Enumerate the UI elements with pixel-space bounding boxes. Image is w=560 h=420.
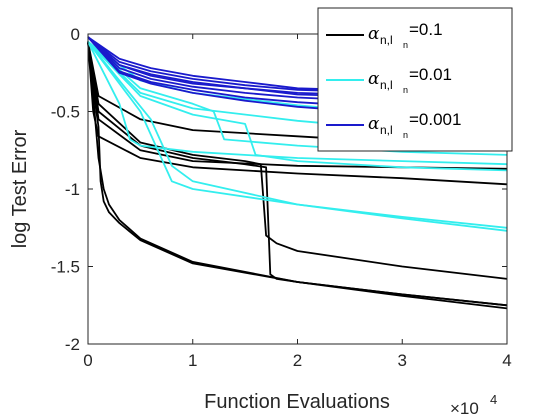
legend-entry-2: α n,l n =0.001 — [326, 110, 461, 140]
legend-entry-0: α n,l n =0.1 — [326, 20, 443, 50]
x-axis-label: Function Evaluations — [204, 391, 390, 413]
x-tick-label-2: 2 — [293, 351, 302, 370]
series-line-4 — [87, 41, 508, 186]
y-tick-label-1: -0.5 — [51, 103, 80, 122]
legend-value-0: =0.1 — [409, 20, 443, 39]
x-multiplier-base: ×10 — [450, 399, 479, 418]
legend-symbol-1: α — [368, 69, 380, 89]
x-tick-label-4: 4 — [502, 351, 511, 370]
legend: α n,l n =0.1 α n,l n =0.01 α n,l n =0.00… — [317, 7, 513, 152]
y-axis-label: log Test Error — [9, 129, 31, 248]
x-axis-multiplier: ×10 4 — [450, 392, 497, 418]
legend-symbol-2: α — [368, 114, 380, 134]
legend-value-1: =0.01 — [409, 65, 452, 84]
legend-value-2: =0.001 — [409, 110, 461, 129]
legend-entry-1: α n,l n =0.01 — [326, 65, 452, 95]
series-line-3 — [87, 41, 508, 307]
x-tick-label-3: 3 — [398, 351, 407, 370]
legend-subsub-0: n — [403, 40, 408, 50]
y-tick-label-0: 0 — [71, 25, 80, 44]
legend-subsub-1: n — [403, 85, 408, 95]
ticks-layer: 0 1 2 3 4 0 -0.5 -1 -1.5 -2 — [51, 25, 512, 370]
y-tick-label-2: -1 — [65, 180, 80, 199]
legend-sub-1: n,l — [380, 78, 393, 92]
y-tick-label-3: -1.5 — [51, 258, 80, 277]
series-line-8 — [87, 41, 508, 232]
y-tick-label-4: -2 — [65, 335, 80, 354]
x-tick-label-1: 1 — [188, 351, 197, 370]
legend-sub-0: n,l — [380, 33, 393, 47]
x-tick-label-0: 0 — [83, 351, 92, 370]
x-multiplier-exponent: 4 — [490, 392, 497, 407]
series-line-13 — [87, 41, 508, 172]
legend-symbol-0: α — [368, 24, 380, 44]
legend-subsub-2: n — [403, 130, 408, 140]
series-line-9 — [87, 41, 508, 166]
legend-sub-2: n,l — [380, 123, 393, 137]
series-line-7 — [87, 41, 508, 229]
